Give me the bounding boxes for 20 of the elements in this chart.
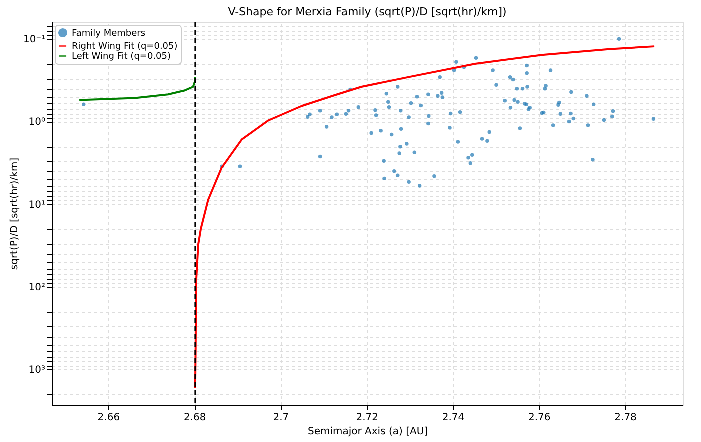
y-tick-label: 10¹ xyxy=(28,200,46,211)
legend-label: Family Members xyxy=(72,29,146,39)
line-series xyxy=(78,76,196,102)
x-tick-label: 2.74 xyxy=(442,412,465,424)
chart-title: V-Shape for Merxia Family (sqrt(P)/D [sqrt(hr)/km]) xyxy=(228,5,507,18)
y-tick-label: 10³ xyxy=(28,364,46,376)
y-tick-label: 10² xyxy=(28,282,46,294)
x-tick-label: 2.7 xyxy=(273,412,290,424)
line-series xyxy=(194,46,656,390)
y-tick-label: 10⁻¹ xyxy=(23,34,46,46)
x-tick-label: 2.76 xyxy=(528,412,551,424)
y-tick-label: 10⁰ xyxy=(28,117,46,128)
legend-label: Right Wing Fit (q=0.05) xyxy=(72,42,178,52)
x-axis-title: Semimajor Axis (a) [AU] xyxy=(308,426,428,438)
x-tick-label: 2.78 xyxy=(614,412,637,424)
legend-label: Left Wing Fit (q=0.05) xyxy=(72,52,171,62)
y-axis-title: sqrt(P)/D [sqrt(hr)/km] xyxy=(9,158,20,270)
x-tick-label: 2.72 xyxy=(356,412,378,424)
x-tick-label: 2.66 xyxy=(98,412,120,424)
x-tick-label: 2.68 xyxy=(184,412,206,424)
